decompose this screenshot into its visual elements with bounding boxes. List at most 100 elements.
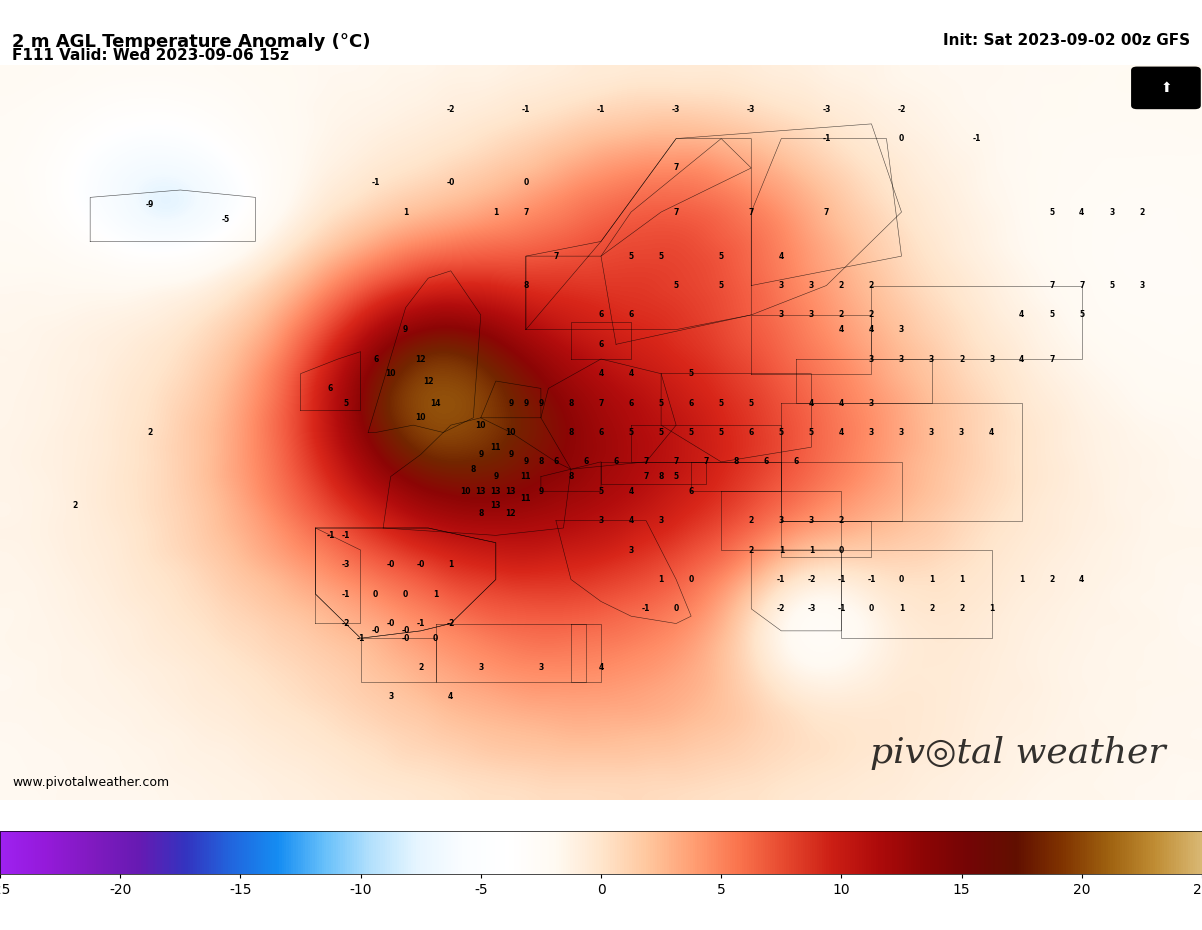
Text: 3: 3 xyxy=(929,428,934,437)
Text: 4: 4 xyxy=(599,663,603,672)
Text: 0: 0 xyxy=(869,604,874,613)
Text: 12: 12 xyxy=(506,509,516,518)
Text: 6: 6 xyxy=(793,458,799,466)
Text: 5: 5 xyxy=(659,428,664,437)
FancyBboxPatch shape xyxy=(1131,67,1201,109)
Text: 0: 0 xyxy=(403,590,409,599)
Text: 6: 6 xyxy=(689,399,694,407)
Text: 9: 9 xyxy=(508,450,513,459)
Text: 4: 4 xyxy=(839,399,844,407)
Text: 7: 7 xyxy=(1049,281,1054,290)
Text: 4: 4 xyxy=(629,516,633,525)
Text: 1: 1 xyxy=(899,604,904,613)
Text: 5: 5 xyxy=(343,399,349,407)
Text: 10: 10 xyxy=(476,420,486,430)
Text: Init: Sat 2023-09-02 00z GFS: Init: Sat 2023-09-02 00z GFS xyxy=(942,33,1190,47)
Text: 8: 8 xyxy=(471,465,476,473)
Text: 9: 9 xyxy=(493,472,499,481)
Text: 8: 8 xyxy=(733,458,739,466)
Text: 0: 0 xyxy=(433,633,439,643)
Text: 3: 3 xyxy=(809,281,814,290)
Text: 9: 9 xyxy=(403,326,409,334)
Text: 7: 7 xyxy=(673,164,679,172)
Text: 11: 11 xyxy=(520,494,531,503)
Text: 5: 5 xyxy=(719,252,724,260)
Text: 7: 7 xyxy=(1079,281,1084,290)
Text: -1: -1 xyxy=(341,590,350,599)
Text: 7: 7 xyxy=(643,458,649,466)
Text: 7: 7 xyxy=(749,207,754,217)
Text: 8: 8 xyxy=(523,281,529,290)
Text: 9: 9 xyxy=(523,458,529,466)
Text: 4: 4 xyxy=(809,399,814,407)
Text: 8: 8 xyxy=(538,458,543,466)
Text: 12: 12 xyxy=(423,377,434,386)
Text: 7: 7 xyxy=(523,207,529,217)
Text: 3: 3 xyxy=(989,354,994,364)
Text: 7: 7 xyxy=(1049,354,1054,364)
Text: 7: 7 xyxy=(553,252,559,260)
Text: 6: 6 xyxy=(629,311,633,319)
Text: 3: 3 xyxy=(1109,207,1114,217)
Text: -5: -5 xyxy=(221,215,230,224)
Text: 8: 8 xyxy=(478,509,483,518)
Text: 3: 3 xyxy=(929,354,934,364)
Text: -1: -1 xyxy=(972,134,981,143)
Text: 5: 5 xyxy=(629,428,633,437)
Text: 10: 10 xyxy=(506,428,516,437)
Text: 5: 5 xyxy=(1049,311,1054,319)
Text: -3: -3 xyxy=(748,105,755,113)
Text: 3: 3 xyxy=(779,311,784,319)
Text: 6: 6 xyxy=(599,339,603,349)
Text: 5: 5 xyxy=(749,399,754,407)
Text: 0: 0 xyxy=(899,134,904,143)
Text: 3: 3 xyxy=(869,428,874,437)
Text: 2: 2 xyxy=(418,663,423,672)
Text: 4: 4 xyxy=(779,252,784,260)
Text: 4: 4 xyxy=(448,693,453,701)
Text: 1: 1 xyxy=(659,575,664,584)
Text: 5: 5 xyxy=(779,428,784,437)
Text: 5: 5 xyxy=(1109,281,1114,290)
Text: 12: 12 xyxy=(416,354,426,364)
Text: -0: -0 xyxy=(417,560,424,569)
Text: 2: 2 xyxy=(869,281,874,290)
Text: 14: 14 xyxy=(430,399,441,407)
Text: -1: -1 xyxy=(371,179,380,187)
Text: F111 Valid: Wed 2023-09-06 15z: F111 Valid: Wed 2023-09-06 15z xyxy=(12,48,288,63)
Text: 5: 5 xyxy=(659,252,664,260)
Text: 9: 9 xyxy=(538,486,543,496)
Text: 10: 10 xyxy=(386,369,395,379)
Text: 5: 5 xyxy=(689,369,694,379)
Text: 0: 0 xyxy=(523,179,529,187)
Text: 9: 9 xyxy=(523,399,529,407)
Text: 1: 1 xyxy=(989,604,994,613)
Text: 4: 4 xyxy=(629,369,633,379)
Text: 4: 4 xyxy=(1019,354,1024,364)
Text: 6: 6 xyxy=(689,486,694,496)
Text: 7: 7 xyxy=(673,458,679,466)
Text: 3: 3 xyxy=(899,354,904,364)
Text: 1: 1 xyxy=(959,575,964,584)
Text: 4: 4 xyxy=(599,369,603,379)
Text: 9: 9 xyxy=(508,399,513,407)
Text: 3: 3 xyxy=(779,281,784,290)
Text: 7: 7 xyxy=(599,399,603,407)
Text: 4: 4 xyxy=(839,326,844,334)
Text: 0: 0 xyxy=(899,575,904,584)
Text: 2: 2 xyxy=(1139,207,1144,217)
Text: 5: 5 xyxy=(1079,311,1084,319)
Text: 5: 5 xyxy=(1049,207,1054,217)
Text: 11: 11 xyxy=(490,443,501,452)
Text: -1: -1 xyxy=(357,633,364,643)
Text: 13: 13 xyxy=(490,501,501,511)
Text: 4: 4 xyxy=(1019,311,1024,319)
Text: 4: 4 xyxy=(989,428,994,437)
Text: 1: 1 xyxy=(433,590,439,599)
Text: 0: 0 xyxy=(373,590,379,599)
Text: -2: -2 xyxy=(447,619,454,628)
Text: 8: 8 xyxy=(569,472,573,481)
Text: -0: -0 xyxy=(371,627,380,635)
Text: 8: 8 xyxy=(569,399,573,407)
Text: -0: -0 xyxy=(401,627,410,635)
